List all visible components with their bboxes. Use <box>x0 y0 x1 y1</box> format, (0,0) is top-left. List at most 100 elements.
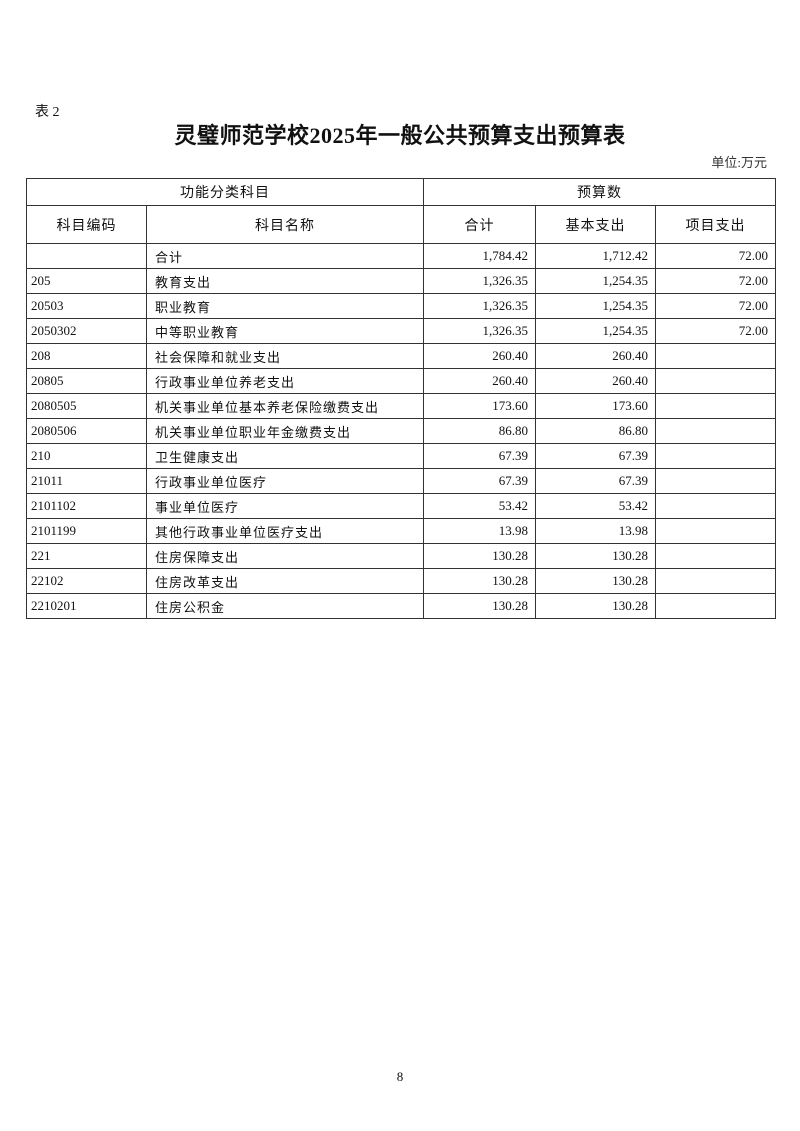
cell-project <box>655 343 776 369</box>
table-row: 合计 1,784.42 1,712.42 72.00 <box>26 243 776 269</box>
cell-project <box>655 518 776 544</box>
cell-name: 事业单位医疗 <box>146 493 424 519</box>
cell-code: 20805 <box>26 368 147 394</box>
table-row: 208 社会保障和就业支出 260.40 260.40 <box>26 343 776 369</box>
cell-total: 53.42 <box>423 493 536 519</box>
cell-basic: 260.40 <box>535 343 656 369</box>
cell-total: 130.28 <box>423 593 536 619</box>
unit-label: 单位:万元 <box>711 155 767 170</box>
cell-name: 机关事业单位职业年金缴费支出 <box>146 418 424 444</box>
cell-basic: 260.40 <box>535 368 656 394</box>
cell-code: 205 <box>26 268 147 294</box>
cell-project <box>655 593 776 619</box>
cell-total: 67.39 <box>423 468 536 494</box>
table-row: 221 住房保障支出 130.28 130.28 <box>26 543 776 569</box>
cell-code: 2080506 <box>26 418 147 444</box>
cell-code: 2101102 <box>26 493 147 519</box>
cell-total: 1,326.35 <box>423 268 536 294</box>
cell-project <box>655 493 776 519</box>
cell-basic: 1,254.35 <box>535 318 656 344</box>
cell-code: 21011 <box>26 468 147 494</box>
column-header-name: 科目名称 <box>146 205 424 244</box>
cell-total: 260.40 <box>423 343 536 369</box>
cell-project <box>655 443 776 469</box>
cell-total: 86.80 <box>423 418 536 444</box>
column-header-basic: 基本支出 <box>535 205 656 244</box>
cell-name: 住房保障支出 <box>146 543 424 569</box>
cell-project: 72.00 <box>655 243 776 269</box>
table-row: 2050302 中等职业教育 1,326.35 1,254.35 72.00 <box>26 318 776 344</box>
page-number: 8 <box>396 1069 404 1084</box>
table-row: 2101102 事业单位医疗 53.42 53.42 <box>26 493 776 519</box>
table-row: 205 教育支出 1,326.35 1,254.35 72.00 <box>26 268 776 294</box>
cell-basic: 130.28 <box>535 593 656 619</box>
cell-project: 72.00 <box>655 268 776 294</box>
budget-table: 功能分类科目 预算数 科目编码 科目名称 合计 基本支出 项目支出 合计 1,78… <box>26 178 776 619</box>
table-row: 20503 职业教育 1,326.35 1,254.35 72.00 <box>26 293 776 319</box>
cell-total: 1,784.42 <box>423 243 536 269</box>
cell-basic: 13.98 <box>535 518 656 544</box>
column-header-project: 项目支出 <box>655 205 776 244</box>
cell-project <box>655 568 776 594</box>
cell-name: 卫生健康支出 <box>146 443 424 469</box>
cell-total: 260.40 <box>423 368 536 394</box>
table-row: 2080506 机关事业单位职业年金缴费支出 86.80 86.80 <box>26 418 776 444</box>
cell-total: 1,326.35 <box>423 318 536 344</box>
cell-name: 中等职业教育 <box>146 318 424 344</box>
cell-basic: 1,254.35 <box>535 293 656 319</box>
cell-code: 221 <box>26 543 147 569</box>
group-header-budget: 预算数 <box>423 178 776 206</box>
cell-name: 教育支出 <box>146 268 424 294</box>
cell-code: 2101199 <box>26 518 147 544</box>
cell-basic: 67.39 <box>535 443 656 469</box>
cell-code <box>26 243 147 269</box>
cell-project: 72.00 <box>655 293 776 319</box>
cell-basic: 53.42 <box>535 493 656 519</box>
cell-project: 72.00 <box>655 318 776 344</box>
column-header-total: 合计 <box>423 205 536 244</box>
cell-total: 13.98 <box>423 518 536 544</box>
cell-name: 行政事业单位养老支出 <box>146 368 424 394</box>
cell-total: 130.28 <box>423 568 536 594</box>
cell-code: 20503 <box>26 293 147 319</box>
table-row: 2210201 住房公积金 130.28 130.28 <box>26 593 776 619</box>
cell-code: 2050302 <box>26 318 147 344</box>
table-row: 20805 行政事业单位养老支出 260.40 260.40 <box>26 368 776 394</box>
cell-name: 行政事业单位医疗 <box>146 468 424 494</box>
cell-code: 2080505 <box>26 393 147 419</box>
cell-basic: 67.39 <box>535 468 656 494</box>
cell-name: 合计 <box>146 243 424 269</box>
table-row: 2101199 其他行政事业单位医疗支出 13.98 13.98 <box>26 518 776 544</box>
cell-total: 67.39 <box>423 443 536 469</box>
cell-name: 职业教育 <box>146 293 424 319</box>
column-header-code: 科目编码 <box>26 205 147 244</box>
cell-code: 210 <box>26 443 147 469</box>
cell-code: 22102 <box>26 568 147 594</box>
cell-total: 130.28 <box>423 543 536 569</box>
cell-basic: 130.28 <box>535 543 656 569</box>
table-row: 2080505 机关事业单位基本养老保险缴费支出 173.60 173.60 <box>26 393 776 419</box>
cell-name: 机关事业单位基本养老保险缴费支出 <box>146 393 424 419</box>
cell-basic: 1,254.35 <box>535 268 656 294</box>
cell-name: 住房公积金 <box>146 593 424 619</box>
table-row: 22102 住房改革支出 130.28 130.28 <box>26 568 776 594</box>
cell-code: 208 <box>26 343 147 369</box>
cell-project <box>655 418 776 444</box>
cell-project <box>655 368 776 394</box>
table-label: 表 2 <box>35 105 60 120</box>
cell-project <box>655 468 776 494</box>
cell-total: 1,326.35 <box>423 293 536 319</box>
table-row: 21011 行政事业单位医疗 67.39 67.39 <box>26 468 776 494</box>
cell-name: 社会保障和就业支出 <box>146 343 424 369</box>
group-header-function: 功能分类科目 <box>26 178 424 206</box>
cell-name: 其他行政事业单位医疗支出 <box>146 518 424 544</box>
cell-name: 住房改革支出 <box>146 568 424 594</box>
table-row: 210 卫生健康支出 67.39 67.39 <box>26 443 776 469</box>
cell-basic: 173.60 <box>535 393 656 419</box>
cell-basic: 1,712.42 <box>535 243 656 269</box>
cell-project <box>655 393 776 419</box>
page-title: 灵璧师范学校2025年一般公共预算支出预算表 <box>174 123 626 148</box>
cell-project <box>655 543 776 569</box>
cell-code: 2210201 <box>26 593 147 619</box>
cell-basic: 130.28 <box>535 568 656 594</box>
